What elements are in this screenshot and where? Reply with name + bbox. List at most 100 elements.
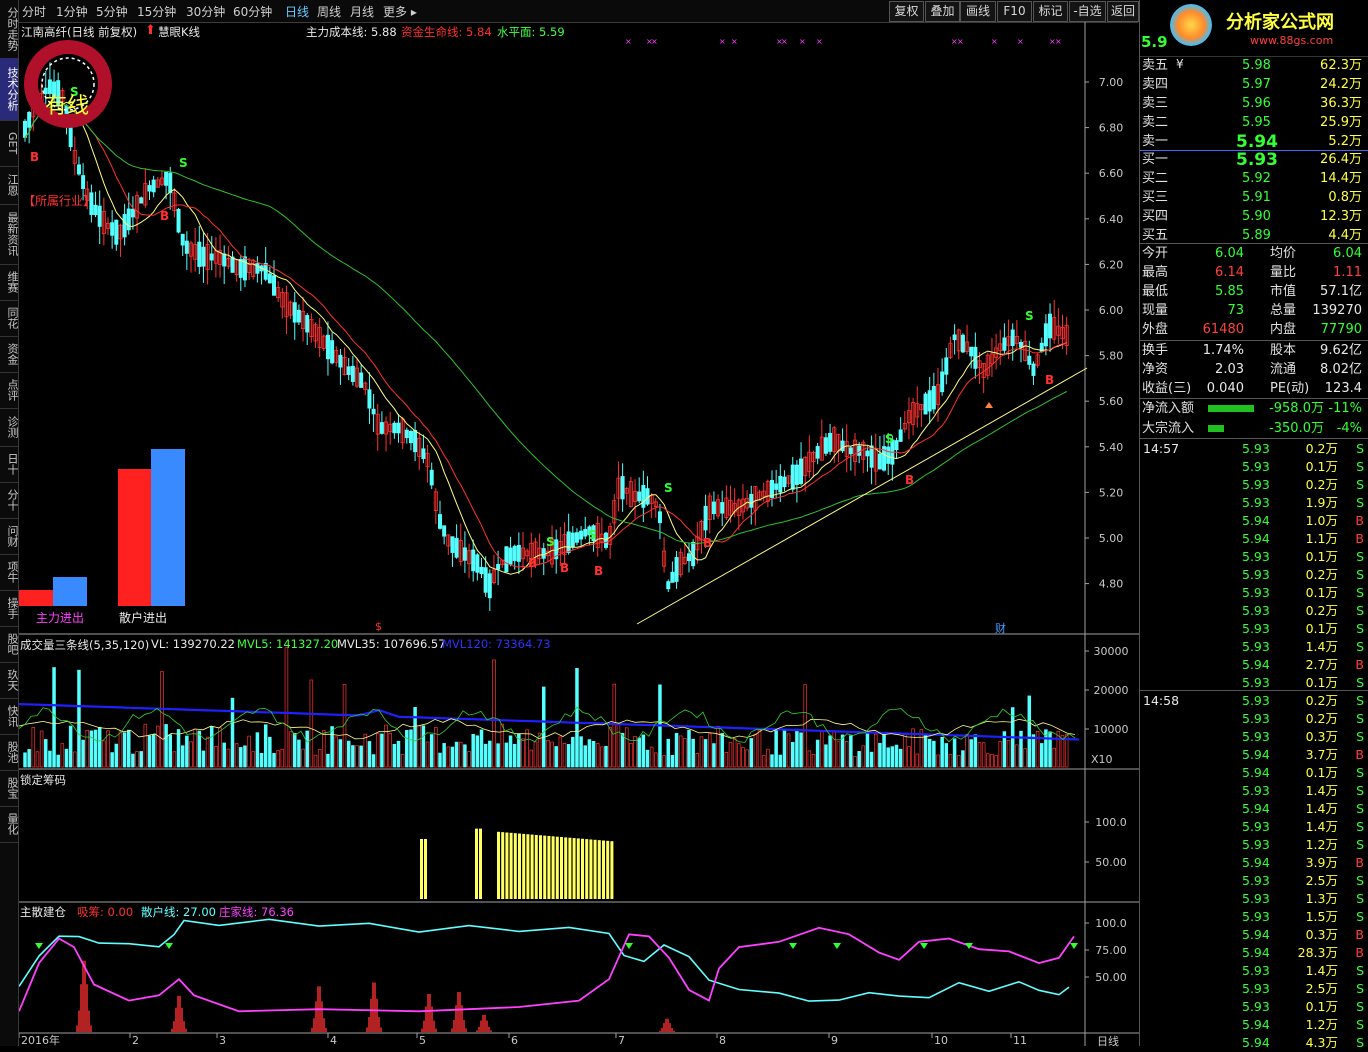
sidebar-tab-4[interactable]: 最新资讯 xyxy=(0,204,19,265)
trade-row: 5.93 1.4万 S xyxy=(1142,782,1368,800)
candle-body xyxy=(882,446,887,471)
candle-body xyxy=(238,258,243,278)
candle-body xyxy=(570,532,575,548)
volume-bar xyxy=(405,730,409,768)
industry-label[interactable]: 【所属行业】 xyxy=(23,194,96,208)
buy-marker: B xyxy=(594,564,603,578)
stat2-row-2: 收益(三) 0.040 PE(动) 123.4 xyxy=(1142,380,1366,398)
candle-body xyxy=(23,120,28,138)
ask-price: 5.94 xyxy=(1236,132,1278,152)
chip-bar xyxy=(526,834,530,899)
toolbar-button-1[interactable]: 叠加 xyxy=(925,1,960,22)
sidebar-tab-20[interactable]: 量化 xyxy=(0,806,19,843)
candle-body xyxy=(1031,363,1036,376)
candle-body xyxy=(985,354,990,376)
toolbar-button-3[interactable]: F10 xyxy=(997,1,1032,22)
volume-bar xyxy=(367,741,372,768)
period-tab-7[interactable]: 周线 xyxy=(317,5,342,19)
volume-bar xyxy=(371,754,376,768)
volume-bar xyxy=(234,743,239,768)
volume-bar xyxy=(243,745,247,768)
trade-volume: 1.2万 xyxy=(1305,837,1338,852)
candle-body xyxy=(678,551,683,576)
event-marker: × xyxy=(991,37,998,46)
sidebar-tab-6[interactable]: 同花 xyxy=(0,300,19,337)
event-marker: × xyxy=(816,37,823,46)
sidebar-tab-18[interactable]: 股池 xyxy=(0,734,19,771)
trade-volume: 3.7万 xyxy=(1305,747,1338,762)
period-tab-6[interactable]: 日线 xyxy=(285,5,310,19)
finance-marker[interactable]: 财 xyxy=(995,622,1006,635)
volume-bar xyxy=(961,750,965,768)
volume-bar xyxy=(139,751,143,768)
toolbar-button-2[interactable]: 画线 xyxy=(960,1,996,22)
sidebar-tab-16[interactable]: 玖天 xyxy=(0,662,19,699)
chip-bar xyxy=(585,839,589,899)
sidebar-tab-2[interactable]: GET xyxy=(0,120,19,167)
volume-bar xyxy=(766,748,770,768)
sidebar-tab-15[interactable]: 股吧 xyxy=(0,626,19,663)
candle-body xyxy=(574,532,579,543)
volume-bar xyxy=(1064,733,1069,768)
trade-row: 5.93 1.3万 S xyxy=(1142,890,1368,908)
candle-body xyxy=(330,340,335,364)
sidebar-tab-3[interactable]: 江恩 xyxy=(0,166,19,205)
sidebar-tab-8[interactable]: 点评 xyxy=(0,372,19,409)
period-tab-3[interactable]: 15分钟 xyxy=(137,5,177,19)
chip-bar xyxy=(606,840,610,899)
sidebar-tab-1[interactable]: 技术分析 xyxy=(0,58,19,121)
candle-body xyxy=(857,445,862,456)
sidebar-tab-10[interactable]: 日十 xyxy=(0,446,19,483)
candle-body xyxy=(604,532,609,548)
volume-bar xyxy=(288,731,293,768)
volume-bar xyxy=(616,723,621,768)
sell-marker: S xyxy=(70,85,79,99)
period-tab-8[interactable]: 月线 xyxy=(350,5,375,19)
trade-price: 5.93 xyxy=(1242,909,1270,924)
candle-body xyxy=(458,540,463,562)
dividend-marker[interactable]: $ xyxy=(375,620,382,633)
ma-mid-line xyxy=(24,103,1067,568)
sidebar-tab-7[interactable]: 资金 xyxy=(0,336,19,373)
sidebar-tab-9[interactable]: 诊测 xyxy=(0,408,19,447)
sidebar-tab-14[interactable]: 操手 xyxy=(0,590,19,627)
flow-row-0: 净流入额 -958.0万 -11% xyxy=(1142,400,1366,418)
candle-body xyxy=(724,497,729,519)
sidebar-tab-17[interactable]: 快讯 xyxy=(0,698,19,735)
period-tab-0[interactable]: 分时 xyxy=(22,5,47,19)
period-tab-5[interactable]: 60分钟 xyxy=(233,5,273,19)
toolbar-button-0[interactable]: 复权 xyxy=(889,1,924,22)
trade-side: S xyxy=(1356,639,1364,654)
trade-price: 5.93 xyxy=(1242,819,1270,834)
toolbar-button-5[interactable]: -自选 xyxy=(1069,1,1106,22)
chart-panel[interactable]: 7.00 6.80 6.60 6.40 6.20 6.00 5.80 5.60 5.40 5.20… xyxy=(19,22,1139,1048)
volume-bar xyxy=(541,686,546,768)
volume-bar xyxy=(944,743,949,768)
kline-chart-svg[interactable]: 7.00 6.80 6.60 6.40 6.20 6.00 5.80 5.60 5.40 5.20… xyxy=(19,22,1139,1046)
sidebar-tab-5[interactable]: 维赛 xyxy=(0,264,19,301)
main-y-tick-label: 5.80 xyxy=(1099,350,1124,363)
indicator-name[interactable]: 慧眼K线 xyxy=(158,25,201,39)
sidebar-tab-11[interactable]: 分十 xyxy=(0,482,19,519)
period-tab-1[interactable]: 1分钟 xyxy=(56,5,88,19)
volume-bar xyxy=(882,734,886,768)
sidebar-tab-19[interactable]: 股宝 xyxy=(0,770,19,807)
period-tab-9[interactable]: 更多 ▸ xyxy=(383,5,417,19)
stat2-row-1: 净资 2.03 流通 8.02亿 xyxy=(1142,361,1366,379)
toolbar-button-6[interactable]: 返回 xyxy=(1107,1,1139,22)
accum-dealer: 庄家线: 76.36 xyxy=(219,905,294,919)
event-marker: × xyxy=(951,37,958,46)
x-axis-label: 2 xyxy=(132,1034,139,1046)
ask-volume: 24.2万 xyxy=(1320,77,1362,92)
volume-bar xyxy=(1002,731,1007,768)
toolbar-button-4[interactable]: 标记 xyxy=(1033,1,1068,22)
period-tab-2[interactable]: 5分钟 xyxy=(96,5,128,19)
chip-bar xyxy=(479,828,482,899)
candle-body xyxy=(931,386,936,410)
sidebar-tab-13[interactable]: 项牛 xyxy=(0,554,19,591)
period-tab-4[interactable]: 30分钟 xyxy=(186,5,226,19)
sidebar-tab-0[interactable]: 分时走势 xyxy=(0,0,19,59)
volume-bar xyxy=(421,725,426,768)
sidebar-tab-12[interactable]: 问财 xyxy=(0,518,19,555)
volume-bar xyxy=(1048,731,1052,768)
